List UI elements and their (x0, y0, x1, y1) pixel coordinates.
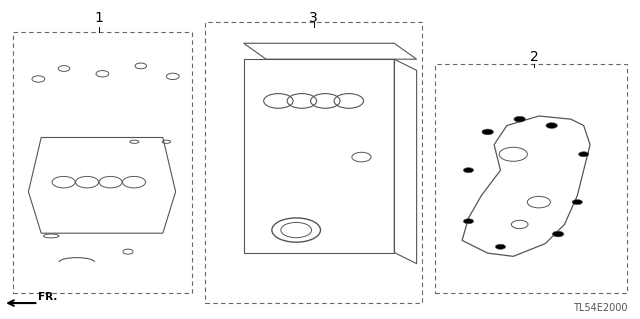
Circle shape (579, 152, 589, 157)
Bar (205, 22, 422, 303)
Circle shape (546, 123, 557, 129)
Text: TL54E2000: TL54E2000 (573, 303, 627, 313)
Bar (435, 64, 627, 293)
Circle shape (463, 168, 474, 173)
Text: 1: 1 (95, 11, 104, 25)
Circle shape (552, 231, 564, 237)
Text: 3: 3 (309, 11, 318, 25)
Circle shape (482, 129, 493, 135)
Bar (13, 32, 192, 293)
Circle shape (514, 116, 525, 122)
Circle shape (572, 200, 582, 205)
Text: 2: 2 (530, 50, 539, 64)
Circle shape (495, 244, 506, 249)
Text: FR.: FR. (38, 292, 58, 302)
Circle shape (463, 219, 474, 224)
